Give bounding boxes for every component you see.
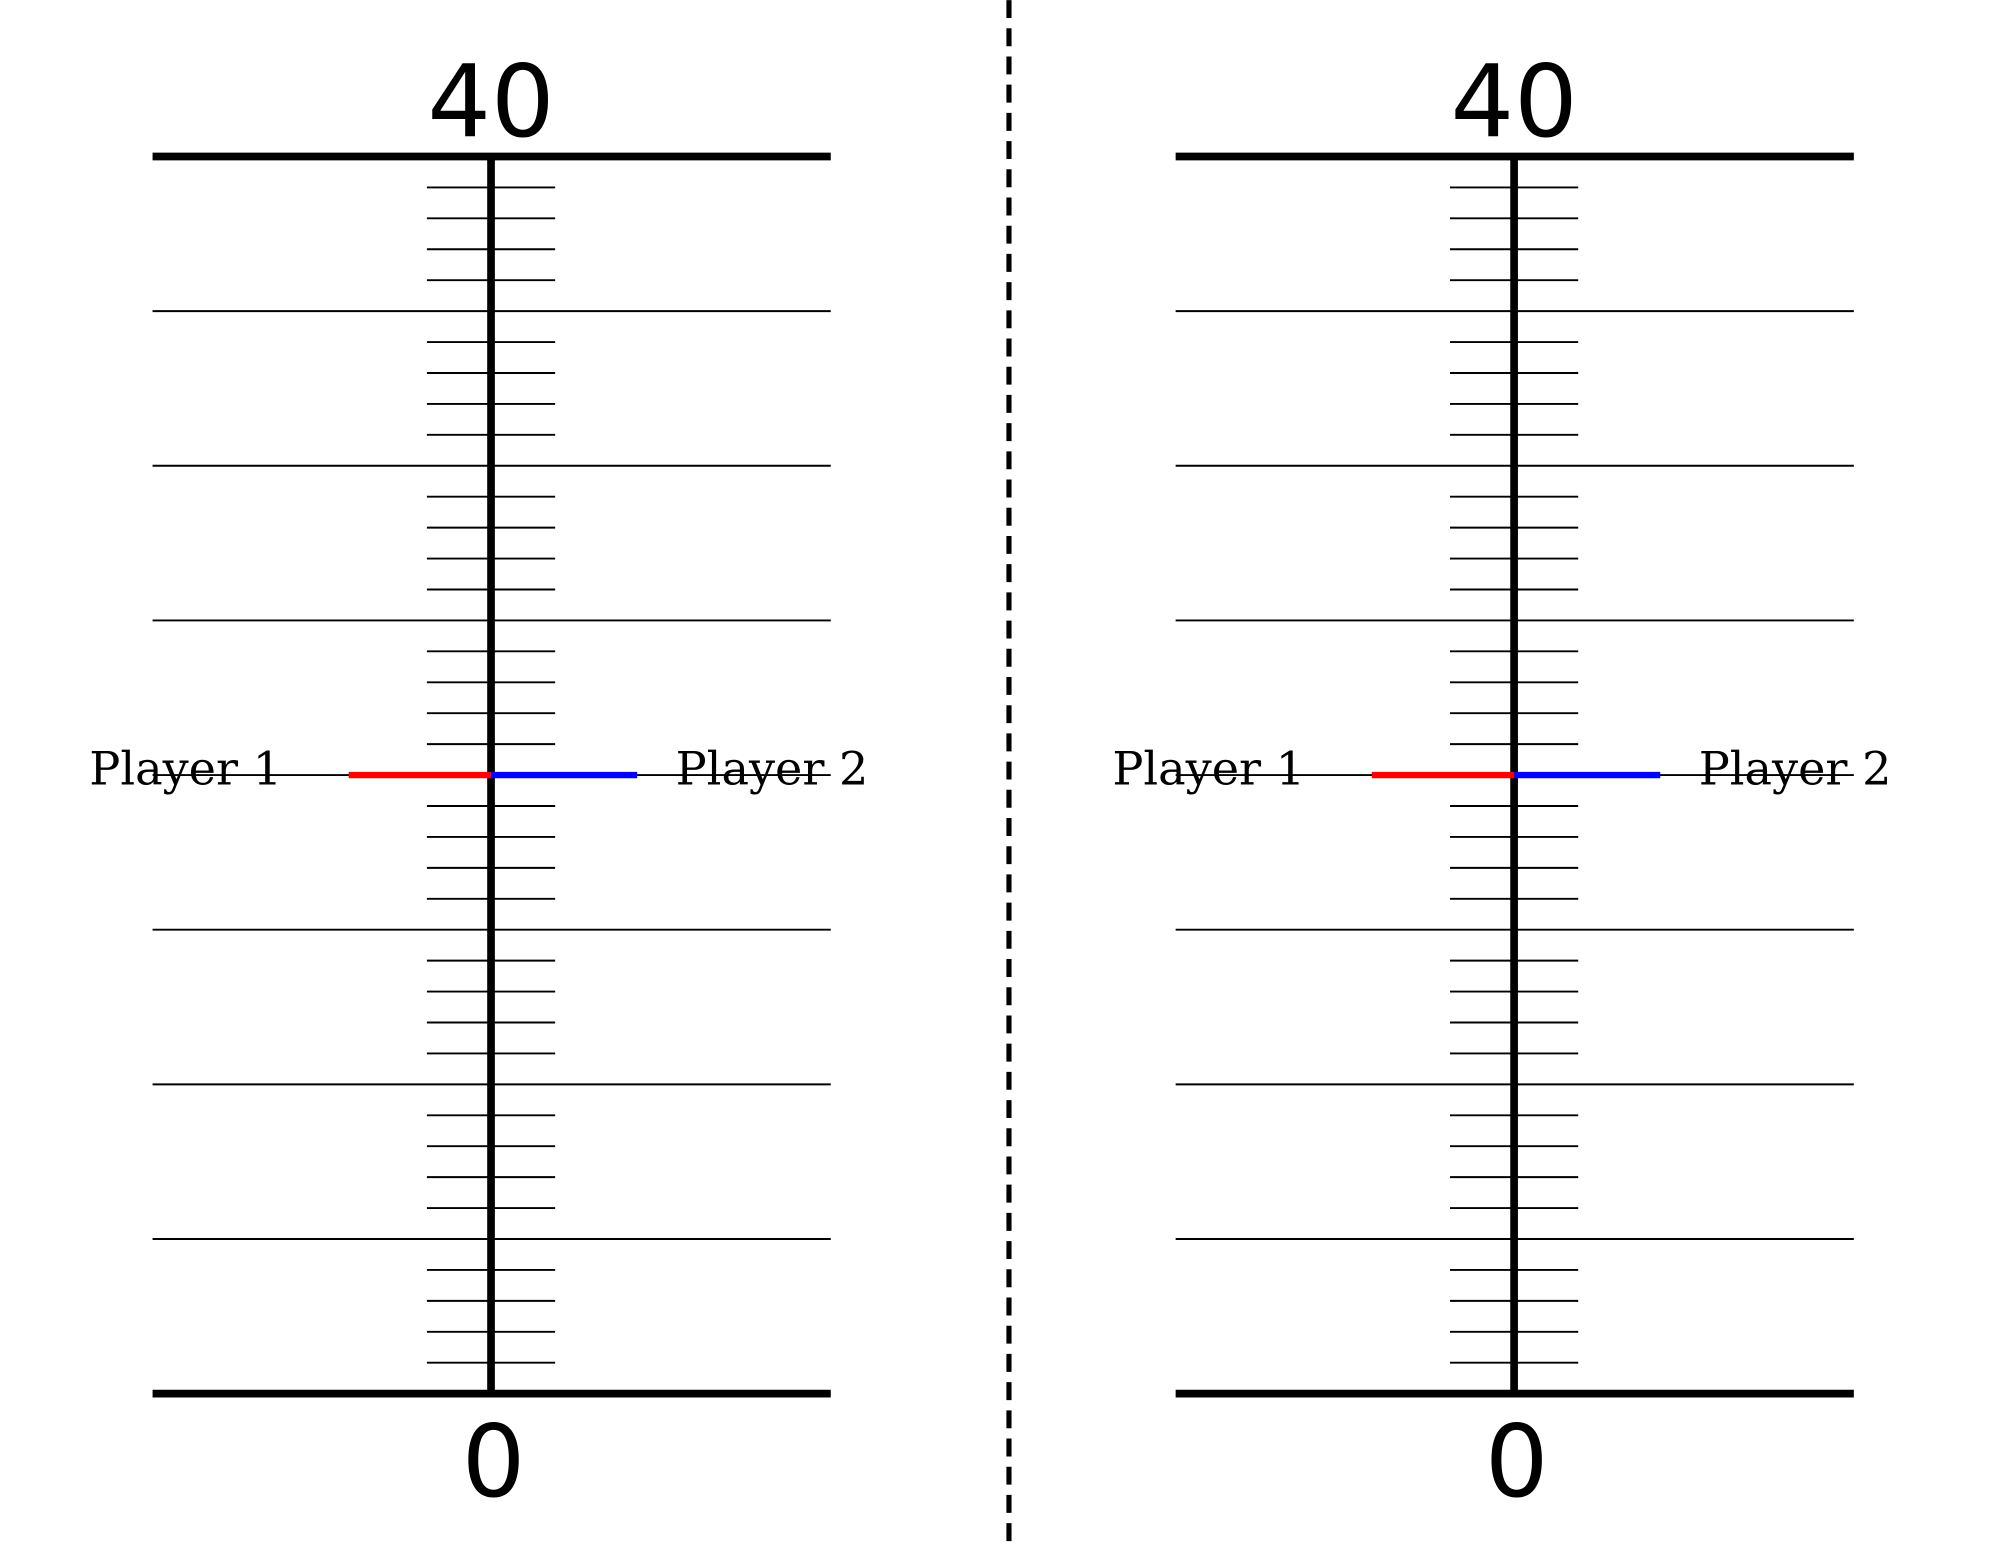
min-label: 0 [1485,1403,1549,1520]
min-label: 0 [462,1403,526,1520]
player-label: Player 2 [676,742,869,796]
player-label: Player 1 [1112,742,1305,796]
player-label: Player 2 [1699,742,1892,796]
max-label: 40 [427,43,554,160]
player-label: Player 1 [89,742,282,796]
max-label: 40 [1450,43,1577,160]
